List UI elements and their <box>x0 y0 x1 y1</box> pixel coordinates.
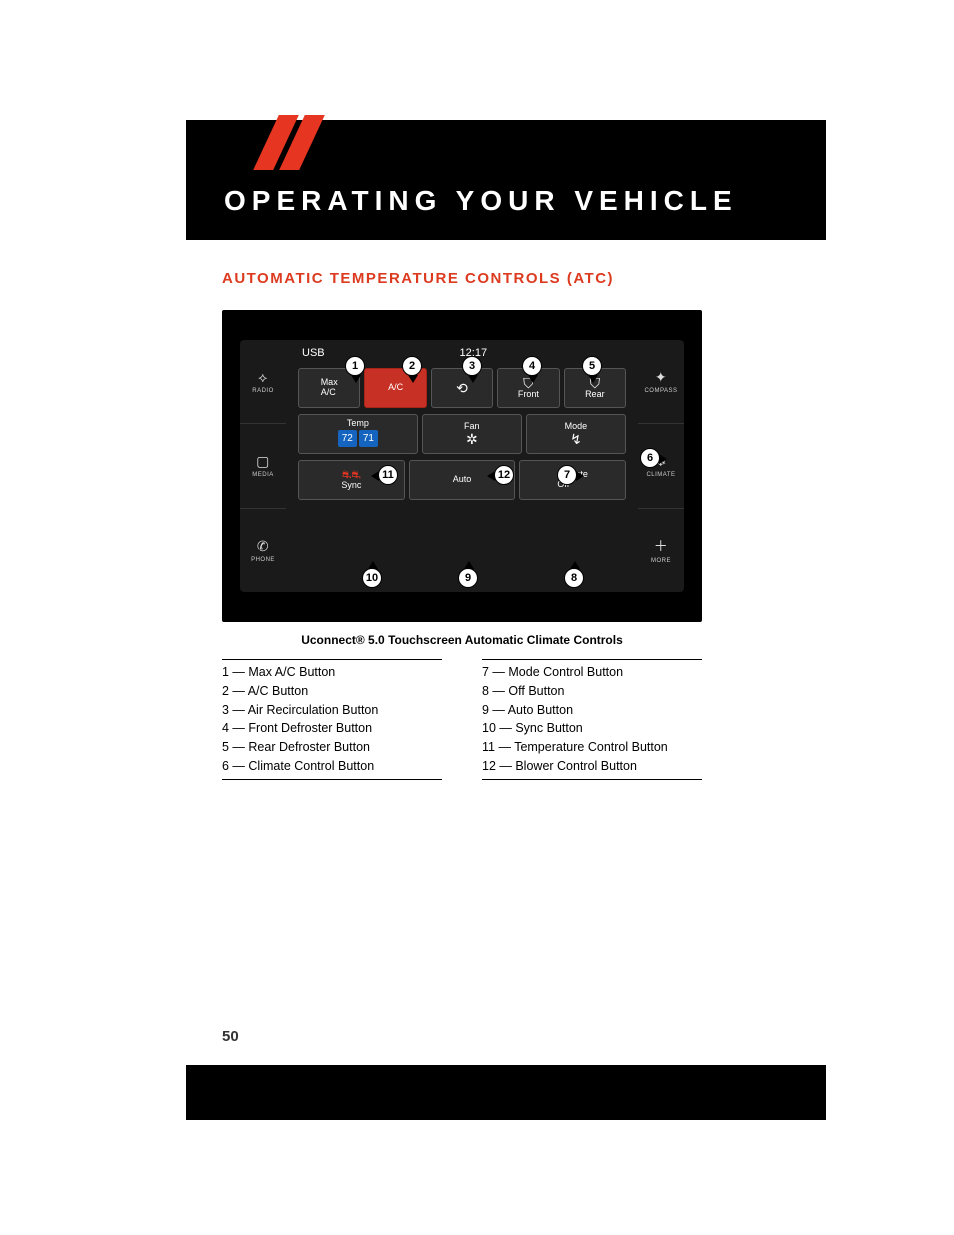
climate-label: CLIMATE <box>646 472 675 478</box>
callout-3: 3 <box>462 356 482 376</box>
figure-wrap: ⟡RADIO▢MEDIA✆PHONE ✦COMPASS❄CLIMATE＋MORE… <box>222 310 702 780</box>
row1-label-3: Front <box>518 390 539 400</box>
header-band: OPERATING YOUR VEHICLE <box>186 120 826 240</box>
legend-item: 10 — Sync Button <box>482 719 702 738</box>
callout-8: 8 <box>564 568 584 588</box>
temp-button[interactable]: Temp 72 71 <box>298 414 418 454</box>
media-label: MEDIA <box>252 472 274 478</box>
right-side-button-more[interactable]: ＋ MORE <box>638 509 684 592</box>
mode-icon: ↯ <box>570 432 582 446</box>
temp-label: Temp <box>347 419 369 429</box>
callout-10: 10 <box>362 568 382 588</box>
control-row-1: Max A/CA/C⟲⛉Front⛉Rear <box>298 368 626 408</box>
fan-icon: ✲ <box>466 432 478 446</box>
compass-icon: ✦ <box>655 369 667 386</box>
compass-label: COMPASS <box>644 388 677 394</box>
temp-driver: 72 <box>338 430 357 447</box>
center-panel: USB 12:17 Max A/CA/C⟲⛉Front⛉Rear Temp 72… <box>290 340 634 592</box>
callout-1: 1 <box>345 356 365 376</box>
legend-col-left: 1 — Max A/C Button2 — A/C Button3 — Air … <box>222 659 442 780</box>
left-side-button-phone[interactable]: ✆ PHONE <box>240 509 286 592</box>
left-side-button-media[interactable]: ▢ MEDIA <box>240 424 286 508</box>
row1-label-0: Max A/C <box>321 378 338 398</box>
callout-2: 2 <box>402 356 422 376</box>
chapter-title: OPERATING YOUR VEHICLE <box>224 185 738 217</box>
radio-icon: ⟡ <box>258 369 268 386</box>
mode-button[interactable]: Mode ↯ <box>526 414 626 454</box>
callout-12: 12 <box>494 465 514 485</box>
radio-label: RADIO <box>252 388 274 394</box>
legend-item: 1 — Max A/C Button <box>222 663 442 682</box>
temp-passenger: 71 <box>359 430 378 447</box>
row1-label-4: Rear <box>585 390 605 400</box>
fan-button[interactable]: Fan ✲ <box>422 414 522 454</box>
row3-label-0: Sync <box>341 481 361 491</box>
legend-item: 9 — Auto Button <box>482 701 702 720</box>
brand-logo <box>266 115 318 175</box>
legend-item: 2 — A/C Button <box>222 682 442 701</box>
callout-6: 6 <box>640 448 660 468</box>
legend-item: 8 — Off Button <box>482 682 702 701</box>
temp-values: 72 71 <box>336 428 380 449</box>
callout-9: 9 <box>458 568 478 588</box>
callout-4: 4 <box>522 356 542 376</box>
phone-icon: ✆ <box>257 538 269 555</box>
figure-caption: Uconnect® 5.0 Touchscreen Automatic Clim… <box>222 633 702 647</box>
legend: 1 — Max A/C Button2 — A/C Button3 — Air … <box>222 659 702 780</box>
control-row-2: Temp 72 71 Fan ✲ Mode ↯ <box>298 414 626 454</box>
legend-item: 6 — Climate Control Button <box>222 757 442 776</box>
row3-label-1: Auto <box>453 475 472 485</box>
row1-button-2[interactable]: ⟲ <box>431 368 493 408</box>
media-icon: ▢ <box>256 453 270 470</box>
row1-icon-2: ⟲ <box>456 381 468 395</box>
side-col-left: ⟡ RADIO ▢ MEDIA ✆ PHONE <box>240 340 286 592</box>
screen-inner: ⟡RADIO▢MEDIA✆PHONE ✦COMPASS❄CLIMATE＋MORE… <box>240 340 684 592</box>
right-side-button-compass[interactable]: ✦ COMPASS <box>638 340 684 424</box>
legend-col-right: 7 — Mode Control Button8 — Off Button9 —… <box>482 659 702 780</box>
footer-band <box>186 1065 826 1120</box>
callout-11: 11 <box>378 465 398 485</box>
usb-label: USB <box>302 347 325 359</box>
legend-item: 4 — Front Defroster Button <box>222 719 442 738</box>
legend-item: 12 — Blower Control Button <box>482 757 702 776</box>
phone-label: PHONE <box>251 557 275 563</box>
legend-item: 5 — Rear Defroster Button <box>222 738 442 757</box>
touchscreen-figure: ⟡RADIO▢MEDIA✆PHONE ✦COMPASS❄CLIMATE＋MORE… <box>222 310 702 622</box>
legend-item: 3 — Air Recirculation Button <box>222 701 442 720</box>
legend-item: 7 — Mode Control Button <box>482 663 702 682</box>
callout-5: 5 <box>582 356 602 376</box>
page-number: 50 <box>222 1028 239 1045</box>
left-side-button-radio[interactable]: ⟡ RADIO <box>240 340 286 424</box>
legend-item: 11 — Temperature Control Button <box>482 738 702 757</box>
row1-label-1: A/C <box>388 383 403 393</box>
more-icon: ＋ <box>654 536 669 556</box>
section-title: AUTOMATIC TEMPERATURE CONTROLS (ATC) <box>222 270 614 287</box>
callout-7: 7 <box>557 465 577 485</box>
more-label: MORE <box>651 558 671 564</box>
